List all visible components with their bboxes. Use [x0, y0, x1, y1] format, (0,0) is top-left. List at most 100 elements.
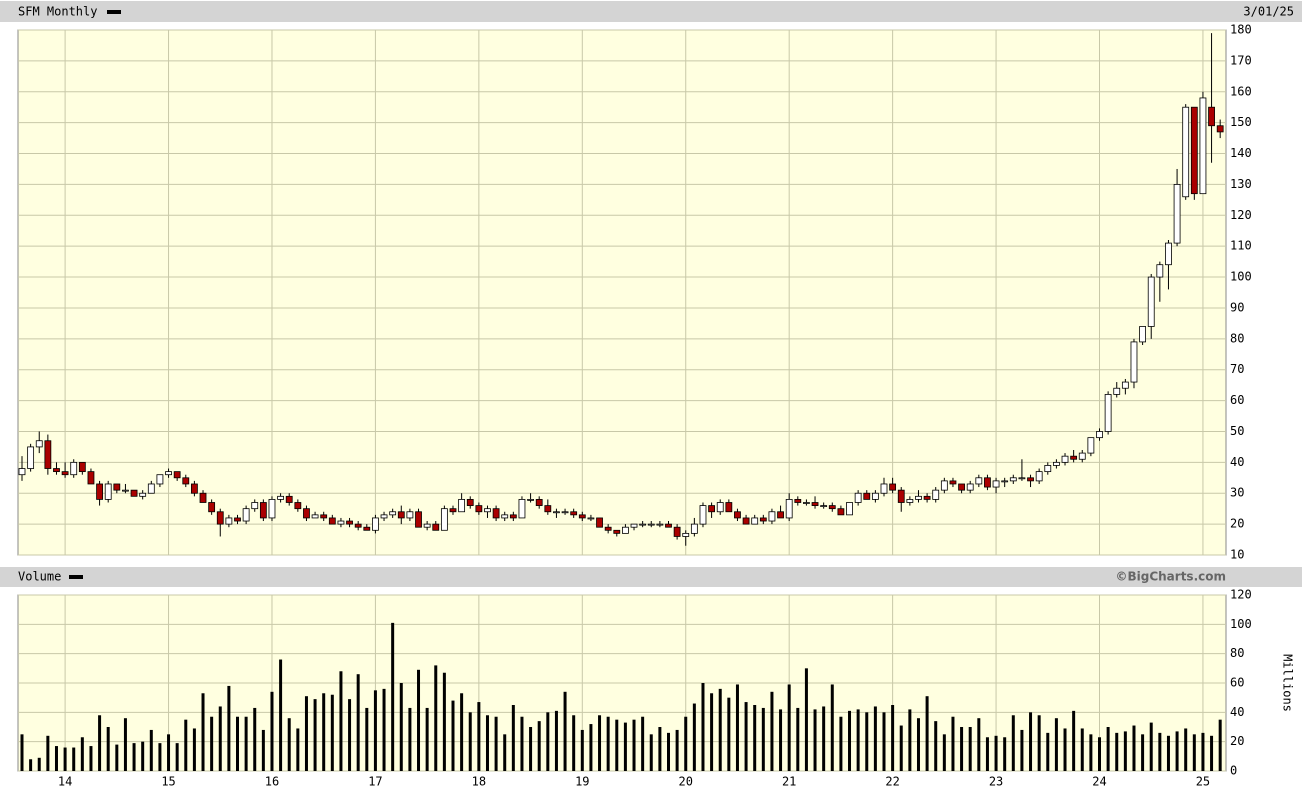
candle-body	[1104, 394, 1112, 432]
candle-body	[242, 508, 250, 522]
candle-body	[966, 483, 974, 491]
y-tick-label: 20	[1230, 734, 1244, 748]
candle-body	[346, 520, 353, 525]
candle-body	[475, 505, 483, 513]
candle-body	[423, 523, 431, 528]
y-tick-label: 0	[1230, 764, 1237, 778]
y-tick-label: 180	[1230, 23, 1252, 37]
candle-body	[682, 532, 690, 537]
candle-body	[182, 477, 190, 485]
volume-bar	[261, 729, 265, 771]
candle-body	[690, 523, 698, 534]
candle-body	[1035, 471, 1043, 482]
volume-bar	[330, 694, 334, 771]
y-tick-label: 150	[1230, 115, 1252, 129]
chart-title: SFM Monthly	[18, 5, 97, 19]
y-tick-label: 50	[1230, 424, 1244, 438]
candle-body	[190, 483, 198, 494]
candle-body	[578, 514, 586, 519]
candle-body	[251, 502, 259, 510]
x-tick-label: 25	[1196, 775, 1210, 789]
volume-bar	[236, 716, 239, 771]
candle-body	[27, 446, 35, 469]
y-tick-label: 110	[1230, 239, 1252, 253]
y-tick-label: 120	[1230, 588, 1252, 602]
volume-bar	[942, 734, 946, 771]
x-tick-label: 15	[161, 775, 175, 789]
candle-body	[87, 471, 95, 485]
volume-bar	[925, 696, 929, 771]
volume-bar	[201, 693, 205, 771]
volume-bar	[1192, 734, 1196, 771]
candle-body	[320, 514, 328, 519]
candle-body	[139, 492, 147, 497]
volume-bar	[253, 707, 257, 771]
volume-bar	[304, 696, 308, 771]
y-tick-label: 120	[1230, 208, 1252, 222]
volume-bar	[46, 735, 50, 771]
volume-bar	[89, 746, 93, 771]
volume-bar	[572, 715, 576, 771]
candle-body	[1190, 106, 1198, 195]
candle-body	[1199, 97, 1207, 195]
candle-body	[173, 471, 181, 479]
x-tick-label: 20	[679, 775, 693, 789]
x-tick-label: 16	[265, 775, 279, 789]
volume-bar	[1149, 722, 1153, 771]
candle-body	[259, 502, 267, 519]
volume-bar	[865, 712, 869, 771]
volume-bar	[623, 722, 627, 771]
candle-body	[268, 499, 276, 519]
candle-body	[932, 489, 940, 500]
legend-icon	[69, 575, 83, 579]
volume-bar	[787, 684, 791, 771]
volume-bar	[804, 668, 808, 771]
volume-bar	[149, 729, 153, 771]
volume-bar	[54, 746, 58, 771]
candle-body	[44, 440, 52, 469]
volume-bar	[270, 691, 274, 771]
volume-bar	[442, 672, 446, 771]
volume-bar	[29, 759, 33, 771]
volume-bar	[839, 716, 843, 771]
x-tick-label: 17	[368, 775, 382, 789]
volume-bar	[210, 716, 214, 771]
volume-bar	[1029, 712, 1033, 771]
volume-bar	[761, 707, 765, 771]
candle-body	[372, 517, 379, 531]
volume-bar	[511, 705, 515, 771]
volume-bar	[770, 691, 774, 771]
volume-bar	[718, 688, 722, 771]
candle-body	[785, 499, 793, 519]
volume-bar	[848, 710, 852, 771]
volume-title: Volume	[18, 570, 61, 584]
volume-bar	[313, 699, 317, 771]
volume-bar	[1080, 728, 1084, 771]
volume-bar	[649, 734, 653, 771]
volume-bar	[20, 734, 24, 771]
candle-body	[104, 483, 112, 500]
y-tick-label: 80	[1230, 646, 1244, 660]
volume-bar	[175, 743, 179, 771]
candle-body	[846, 502, 853, 516]
candle-body	[147, 483, 155, 494]
volume-bar	[63, 747, 67, 771]
volume-bar	[753, 705, 757, 771]
volume-bar	[1046, 732, 1050, 771]
candle-body	[656, 523, 664, 526]
price-plot	[17, 29, 1227, 556]
candle-body	[889, 483, 897, 491]
candle-body	[940, 480, 948, 491]
candle-body	[768, 511, 776, 522]
candle-body	[984, 477, 991, 488]
candle-body	[647, 523, 655, 526]
candle-body	[363, 526, 371, 531]
candle-body	[130, 489, 138, 497]
candle-body	[561, 511, 569, 514]
volume-bar	[1218, 719, 1222, 771]
volume-bar	[589, 724, 593, 771]
candle-body	[1061, 455, 1069, 463]
volume-bar	[503, 734, 507, 771]
